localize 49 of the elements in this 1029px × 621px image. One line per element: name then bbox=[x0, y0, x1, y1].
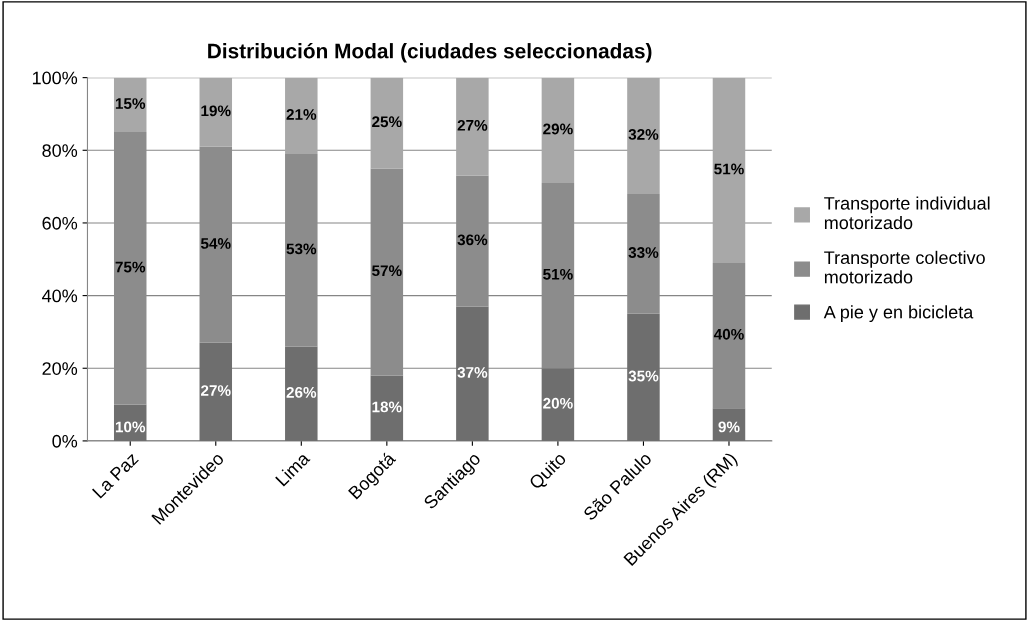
data-label: 9% bbox=[718, 421, 740, 433]
bar bbox=[627, 313, 660, 441]
data-label: 75% bbox=[115, 261, 146, 273]
data-label: 37% bbox=[457, 366, 488, 378]
bar bbox=[712, 408, 746, 441]
data-label: 29% bbox=[543, 123, 573, 135]
data-label: 35% bbox=[628, 370, 659, 382]
data-label: 18% bbox=[372, 401, 402, 413]
bar bbox=[456, 77, 489, 176]
y-tick-label: 20% bbox=[42, 362, 78, 375]
bar bbox=[456, 306, 489, 441]
data-label: 27% bbox=[201, 385, 231, 396]
data-label: 53% bbox=[286, 243, 317, 255]
bar bbox=[627, 77, 660, 194]
legend-label: A pie y en bicicleta bbox=[823, 305, 974, 323]
bar bbox=[541, 368, 575, 441]
data-label: 32% bbox=[628, 129, 659, 140]
data-label: 21% bbox=[286, 109, 317, 120]
data-label: 57% bbox=[372, 265, 402, 277]
bar bbox=[712, 77, 746, 263]
bar bbox=[285, 346, 318, 441]
data-label: 10% bbox=[115, 421, 146, 433]
legend-label: Transporte individual motorizado bbox=[824, 196, 990, 230]
data-label: 15% bbox=[115, 98, 146, 109]
data-label: 26% bbox=[286, 386, 317, 398]
bar bbox=[541, 77, 575, 183]
data-label: 19% bbox=[201, 105, 231, 117]
x-tick-label: La Paz bbox=[92, 451, 139, 499]
y-tick-label: 100% bbox=[32, 71, 78, 85]
y-tick-label: 80% bbox=[42, 144, 78, 157]
data-label: 20% bbox=[543, 397, 573, 409]
y-tick-label: 60% bbox=[42, 216, 78, 230]
data-label: 54% bbox=[200, 238, 231, 249]
data-label: 33% bbox=[628, 247, 659, 258]
bar bbox=[199, 77, 233, 147]
legend-label: Transporte colectivo motorizado bbox=[824, 250, 985, 284]
data-label: 51% bbox=[714, 163, 744, 175]
y-tick-label: 40% bbox=[42, 289, 78, 303]
y-tick-label: 0% bbox=[52, 434, 78, 448]
bar bbox=[199, 342, 233, 441]
data-label: 27% bbox=[457, 119, 488, 131]
bar bbox=[370, 375, 404, 441]
data-label: 25% bbox=[372, 116, 402, 128]
data-label: 36% bbox=[457, 234, 488, 246]
data-label: 40% bbox=[713, 328, 744, 340]
bar bbox=[370, 77, 404, 169]
chart-title: Distribución Modal (ciudades seleccionadas) bbox=[208, 42, 652, 63]
data-label: 51% bbox=[543, 268, 573, 280]
bar bbox=[285, 77, 318, 154]
